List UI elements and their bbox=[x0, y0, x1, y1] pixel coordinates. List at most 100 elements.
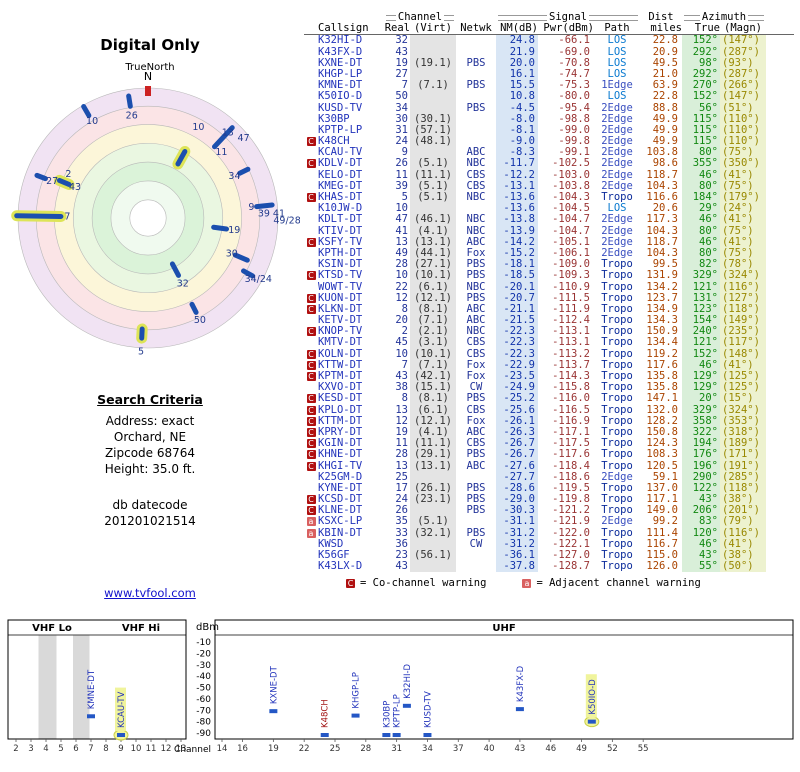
cell-path: LOS bbox=[594, 58, 640, 69]
cell-path: Tropo bbox=[594, 494, 640, 505]
cell-warning bbox=[304, 58, 318, 69]
cell-path: Tropo bbox=[594, 427, 640, 438]
cell-noise-margin: -26.3 bbox=[496, 427, 538, 438]
cell-azimuth-magnetic: (51°) bbox=[720, 103, 766, 114]
cell-power: -80.0 bbox=[538, 91, 594, 102]
cell-real-channel: 31 bbox=[384, 125, 410, 136]
cell-virtual-channel: (48.1) bbox=[410, 136, 456, 147]
cell-virtual-channel: (8.1) bbox=[410, 304, 456, 315]
cell-noise-margin: 24.8 bbox=[496, 35, 538, 46]
cell-miles: 150.9 bbox=[640, 326, 682, 337]
cell-real-channel: 26 bbox=[384, 505, 410, 516]
column-header-nm: NM(dB) bbox=[496, 23, 538, 34]
cell-network bbox=[456, 125, 496, 136]
station-direction-marker bbox=[214, 227, 227, 229]
svg-text:37: 37 bbox=[453, 744, 464, 754]
cell-warning bbox=[304, 91, 318, 102]
tvfool-link[interactable]: www.tvfool.com bbox=[104, 586, 196, 600]
cell-callsign: KBIN-DT bbox=[318, 528, 384, 539]
cell-power: -111.5 bbox=[538, 293, 594, 304]
cell-miles: 116.6 bbox=[640, 192, 682, 203]
cell-network: PBS bbox=[456, 528, 496, 539]
cell-path: Tropo bbox=[594, 382, 640, 393]
cell-warning bbox=[304, 69, 318, 80]
cell-network: PBS bbox=[456, 449, 496, 460]
cell-noise-margin: -26.7 bbox=[496, 449, 538, 460]
cell-noise-margin: -31.2 bbox=[496, 539, 538, 550]
spectrum-callsign-label: KMNE-DT bbox=[87, 669, 97, 709]
cell-warning: C bbox=[304, 438, 318, 449]
radar-channel-label: 49/28 bbox=[273, 215, 300, 226]
cell-warning bbox=[304, 472, 318, 483]
cell-path: Tropo bbox=[594, 461, 640, 472]
cell-miles: 99.2 bbox=[640, 516, 682, 527]
cell-azimuth-true: 152° bbox=[682, 91, 720, 102]
cell-callsign: KYNE-DT bbox=[318, 483, 384, 494]
cell-network: NBC bbox=[456, 282, 496, 293]
cell-azimuth-true: 355° bbox=[682, 158, 720, 169]
cell-virtual-channel: (19.1) bbox=[410, 58, 456, 69]
cell-network: CBS bbox=[456, 181, 496, 192]
cell-callsign: K43LX-D bbox=[318, 561, 384, 572]
cell-azimuth-true: 176° bbox=[682, 449, 720, 460]
cell-azimuth-true: 46° bbox=[682, 539, 720, 550]
cell-azimuth-magnetic: (149°) bbox=[720, 315, 766, 326]
cell-path: 2Edge bbox=[594, 214, 640, 225]
cell-real-channel: 32 bbox=[384, 35, 410, 46]
cell-virtual-channel: (5.1) bbox=[410, 158, 456, 169]
cell-real-channel: 10 bbox=[384, 270, 410, 281]
cell-callsign: KPTP-LP bbox=[318, 125, 384, 136]
cell-azimuth-magnetic: (38°) bbox=[720, 494, 766, 505]
cell-network bbox=[456, 561, 496, 572]
cell-noise-margin: -27.6 bbox=[496, 461, 538, 472]
cell-real-channel: 11 bbox=[384, 438, 410, 449]
spectrum-callsign-label: KPTP-LP bbox=[393, 694, 403, 728]
radar-channel-label: 43 bbox=[69, 182, 81, 193]
cell-warning bbox=[304, 214, 318, 225]
cell-azimuth-true: 82° bbox=[682, 259, 720, 270]
cell-miles: 135.8 bbox=[640, 371, 682, 382]
cell-azimuth-true: 358° bbox=[682, 416, 720, 427]
svg-text:-30: -30 bbox=[196, 661, 211, 671]
cell-power: -104.7 bbox=[538, 214, 594, 225]
cell-callsign: KXVO-DT bbox=[318, 382, 384, 393]
svg-text:46: 46 bbox=[545, 744, 556, 754]
co-channel-warning-icon: C bbox=[307, 428, 316, 437]
spectrum-callsign-label: K50IO-D bbox=[588, 679, 598, 715]
svg-text:9: 9 bbox=[118, 744, 123, 754]
cell-azimuth-true: 56° bbox=[682, 103, 720, 114]
cell-callsign: KTTW-DT bbox=[318, 360, 384, 371]
radar-channel-label: 13 bbox=[222, 127, 234, 138]
spectrum-callsign-label: K43FX-D bbox=[516, 665, 526, 702]
co-channel-warning-icon: C bbox=[307, 372, 316, 381]
cell-miles: 108.3 bbox=[640, 449, 682, 460]
cell-real-channel: 39 bbox=[384, 181, 410, 192]
cell-callsign: KOLN-DT bbox=[318, 349, 384, 360]
cell-network bbox=[456, 203, 496, 214]
cell-noise-margin: 21.9 bbox=[496, 47, 538, 58]
cell-callsign: KDLV-DT bbox=[318, 158, 384, 169]
datecode-label: db datecode bbox=[0, 498, 300, 512]
cell-network: Fox bbox=[456, 360, 496, 371]
cell-virtual-channel bbox=[410, 539, 456, 550]
cell-azimuth-true: 29° bbox=[682, 203, 720, 214]
cell-azimuth-magnetic: (110°) bbox=[720, 125, 766, 136]
cell-warning bbox=[304, 539, 318, 550]
cell-real-channel: 11 bbox=[384, 170, 410, 181]
cell-real-channel: 47 bbox=[384, 214, 410, 225]
cell-network: CBS bbox=[456, 170, 496, 181]
cell-virtual-channel bbox=[410, 561, 456, 572]
cell-virtual-channel: (12.1) bbox=[410, 416, 456, 427]
cell-azimuth-true: 46° bbox=[682, 170, 720, 181]
cell-callsign: KNOP-TV bbox=[318, 326, 384, 337]
